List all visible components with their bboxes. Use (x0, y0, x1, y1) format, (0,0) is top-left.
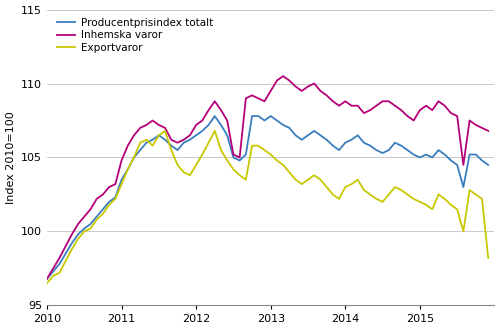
Inhemska varor (44, 277, 50, 281)
Exportvaror (485, 256, 491, 260)
Producentprisindex totalt (485, 163, 491, 167)
Producentprisindex totalt (212, 114, 218, 118)
Inhemska varor (280, 74, 286, 78)
Inhemska varor (348, 104, 354, 108)
Legend: Producentprisindex totalt, Inhemska varor, Exportvaror: Producentprisindex totalt, Inhemska varo… (56, 18, 213, 53)
Producentprisindex totalt (299, 138, 305, 142)
Producentprisindex totalt (348, 138, 354, 142)
Inhemska varor (299, 89, 305, 93)
Line: Producentprisindex totalt: Producentprisindex totalt (47, 116, 488, 279)
Producentprisindex totalt (44, 277, 50, 281)
Exportvaror (106, 203, 112, 207)
Inhemska varor (485, 129, 491, 133)
Producentprisindex totalt (150, 138, 156, 142)
Exportvaror (348, 182, 354, 186)
Inhemska varor (150, 118, 156, 122)
Exportvaror (200, 152, 205, 156)
Line: Exportvaror: Exportvaror (47, 131, 488, 283)
Exportvaror (330, 192, 336, 196)
Inhemska varor (106, 185, 112, 189)
Line: Inhemska varor: Inhemska varor (47, 76, 488, 279)
Inhemska varor (330, 99, 336, 103)
Inhemska varor (193, 123, 199, 127)
Producentprisindex totalt (106, 200, 112, 204)
Exportvaror (299, 182, 305, 186)
Exportvaror (150, 144, 156, 148)
Exportvaror (162, 129, 168, 133)
Y-axis label: Index 2010=100: Index 2010=100 (6, 111, 16, 204)
Producentprisindex totalt (330, 144, 336, 148)
Exportvaror (44, 281, 50, 285)
Producentprisindex totalt (193, 133, 199, 137)
